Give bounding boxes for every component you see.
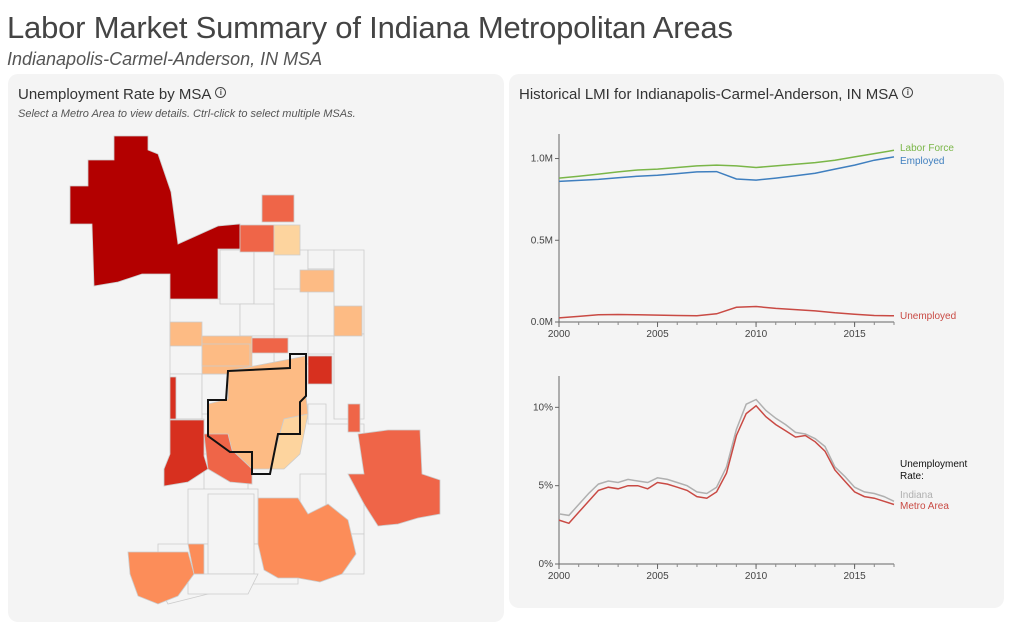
msa-kokomo2[interactable]	[201, 343, 251, 367]
lmi-charts: 0.0M 0.5M 1.0M 2000 2005 2010 2015 Labor Force E…	[531, 134, 967, 582]
x-tick-label: 2000	[548, 329, 571, 340]
labor-force-chart: 0.0M 0.5M 1.0M 2000 2005 2010 2015 Labor Force E…	[531, 134, 956, 340]
x-tick-label: 2010	[745, 329, 768, 340]
msa-terre-haute[interactable]	[163, 419, 209, 487]
series-line-employed	[558, 156, 895, 183]
msa-terre-haute-n[interactable]	[169, 376, 177, 420]
series-line-indiana	[558, 398, 895, 517]
page-title: Labor Market Summary of Indiana Metropol…	[7, 10, 733, 45]
map-panel-title-text: Unemployment Rate by MSA	[18, 86, 212, 103]
y-tick-label: 10%	[533, 402, 553, 413]
county[interactable]	[307, 249, 335, 270]
unemployment-rate-chart: 0% 5% 10% 2000 2005 2010 2015 Unemployment Rate:…	[533, 376, 967, 582]
county[interactable]	[307, 335, 335, 355]
map-hint: Select a Metro Area to view details. Ctr…	[18, 108, 356, 120]
msa-gary[interactable]	[69, 135, 241, 300]
legend-metro-area: Metro Area	[900, 501, 949, 512]
msa-muncie-n[interactable]	[251, 337, 289, 354]
map-panel: Unemployment Rate by MSA i Select a Metro…	[8, 74, 504, 622]
lmi-panel: 0.0M 0.5M 1.0M 2000 2005 2010 2015 Labor Force E…	[509, 74, 1004, 608]
series-line-metro-area	[558, 404, 895, 525]
msa-bloomington[interactable]	[203, 433, 253, 485]
legend-labor-force: Labor Force	[900, 143, 954, 154]
lmi-panel-title: Historical LMI for Indianapolis-Carmel-A…	[519, 86, 914, 103]
msa-richmond[interactable]	[347, 403, 361, 433]
map-panel-title: Unemployment Rate by MSA i	[18, 86, 227, 103]
msa-south-bend[interactable]	[261, 194, 295, 223]
info-icon[interactable]: i	[902, 87, 914, 98]
x-tick-label: 2015	[843, 571, 866, 582]
msa-elkhart[interactable]	[239, 224, 275, 253]
y-tick-label: 0%	[539, 559, 554, 570]
series-line-unemployed	[558, 305, 895, 319]
legend-title: Unemployment Rate:	[900, 459, 967, 482]
x-tick-label: 2000	[548, 571, 571, 582]
series-line-labor-force	[558, 149, 895, 179]
x-tick-label: 2015	[843, 329, 866, 340]
county[interactable]	[219, 249, 255, 305]
county[interactable]	[187, 573, 259, 595]
msa-elkhart-light[interactable]	[273, 224, 301, 256]
selected-msa-outline	[207, 353, 307, 475]
info-icon[interactable]: i	[215, 87, 227, 98]
county[interactable]	[207, 493, 255, 575]
page-subtitle: Indianapolis-Carmel-Anderson, IN MSA	[7, 49, 323, 69]
y-tick-label: 1.0M	[531, 154, 553, 165]
y-tick-label: 0.0M	[531, 317, 553, 328]
lmi-panel-title-text: Historical LMI for Indianapolis-Carmel-A…	[519, 86, 899, 103]
x-tick-label: 2005	[646, 571, 669, 582]
msa-cincinnati[interactable]	[347, 429, 441, 527]
msa-muncie[interactable]	[307, 355, 333, 385]
county[interactable]	[239, 303, 275, 337]
msa-lafayette[interactable]	[169, 321, 203, 347]
indiana-msa-map[interactable]	[8, 74, 504, 622]
legend-indiana: Indiana	[900, 490, 933, 501]
x-tick-label: 2010	[745, 571, 768, 582]
msa-fort-wayne[interactable]	[299, 269, 363, 337]
county[interactable]	[307, 403, 327, 425]
msa-evansville-e[interactable]	[187, 543, 205, 575]
msa-louisville[interactable]	[257, 497, 357, 583]
legend-employed: Employed	[900, 156, 944, 167]
y-tick-label: 5%	[539, 481, 554, 492]
y-tick-label: 0.5M	[531, 235, 553, 246]
legend-unemployed: Unemployed	[900, 311, 956, 322]
msa-evansville[interactable]	[127, 551, 195, 605]
x-tick-label: 2005	[646, 329, 669, 340]
